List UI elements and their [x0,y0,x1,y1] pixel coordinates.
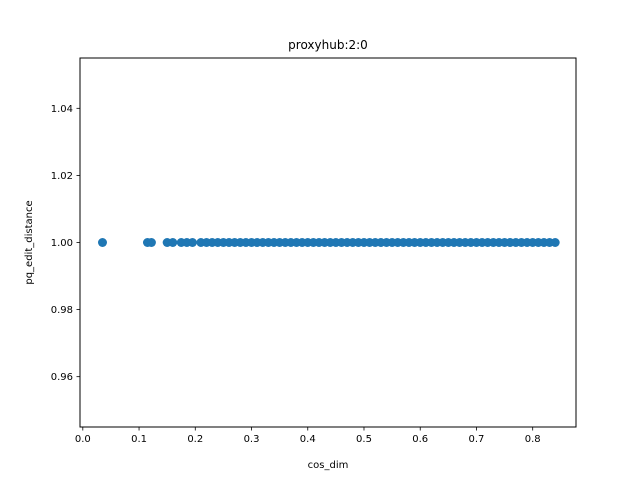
x-tick-label: 0.2 [187,434,203,445]
y-axis-label: pq_edit_distance [24,200,35,284]
y-tick-label: 1.02 [51,171,73,182]
y-tick-label: 1.00 [51,238,73,249]
data-point [550,238,560,247]
x-tick-label: 0.6 [412,434,428,445]
x-axis-ticks: 0.0 0.1 0.2 0.3 0.4 0.5 0.6 0.7 0.8 [75,427,541,445]
plot-area-frame [79,57,577,428]
y-tick-label: 1.04 [51,104,73,115]
x-tick-label: 0.8 [525,434,541,445]
y-tick-label: 0.98 [51,305,73,316]
x-tick-label: 0.0 [75,434,91,445]
x-tick-label: 0.1 [131,434,147,445]
chart-title: proxyhub:2:0 [288,38,368,52]
x-tick-label: 0.4 [300,434,316,445]
x-tick-label: 0.5 [356,434,372,445]
data-points [97,238,560,247]
y-tick-label: 0.96 [51,372,73,383]
x-tick-label: 0.3 [244,434,260,445]
data-point [168,238,178,247]
y-axis-ticks: 0.96 0.98 1.00 1.02 1.04 [51,104,80,383]
data-point [187,238,197,247]
data-point [146,238,156,247]
x-axis-label: cos_dim [308,460,349,471]
x-tick-label: 0.7 [469,434,485,445]
data-point [97,238,107,247]
